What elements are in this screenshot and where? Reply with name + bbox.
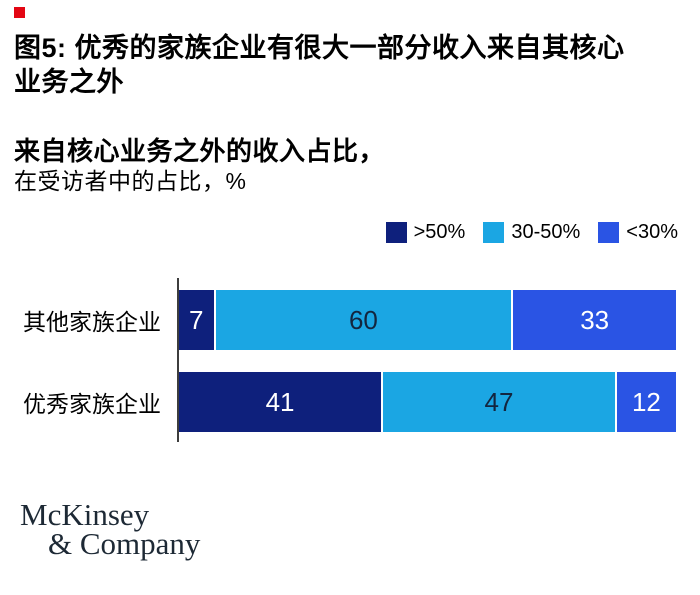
stacked-bar: 41 47 12 (179, 372, 676, 432)
bar-row: 优秀家族企业 41 47 12 (0, 372, 676, 432)
bar-segment: 33 (511, 290, 676, 350)
y-axis-line (177, 278, 179, 442)
legend-swatch (483, 222, 505, 243)
exhibit-title: 图5: 优秀的家族企业有很大一部分收入来自其核心 业务之外 (14, 33, 625, 97)
chart-legend: >50% 30-50% <30% (385, 221, 678, 244)
bar-row: 其他家族企业 7 60 33 (0, 290, 676, 350)
legend-item: 30-50% (483, 221, 580, 244)
chart-header: 来自核心业务之外的收入占比， 在受访者中的占比，% (14, 136, 385, 195)
exhibit-red-square-marker (14, 7, 25, 18)
mckinsey-logo: McKinsey & Company (20, 497, 201, 561)
bar-segment: 41 (179, 372, 382, 432)
bar-category-label: 优秀家族企业 (23, 391, 161, 417)
legend-item: >50% (385, 221, 466, 244)
bar-segment: 47 (381, 372, 615, 432)
logo-line-2: & Company (48, 526, 201, 561)
stacked-bar: 7 60 33 (179, 290, 676, 350)
legend-swatch (385, 222, 407, 243)
bar-category-label: 其他家族企业 (23, 309, 161, 335)
legend-label: 30-50% (511, 221, 581, 243)
legend-label: >50% (413, 221, 466, 243)
bar-segment: 12 (614, 372, 676, 432)
legend-label: <30% (626, 221, 678, 243)
chart-unit-label: 在受访者中的占比，% (14, 168, 247, 194)
bar-segment: 60 (213, 290, 512, 350)
logo-line-1: McKinsey (20, 497, 150, 532)
bar-segment: 7 (179, 290, 214, 350)
chart-title: 来自核心业务之外的收入占比， (14, 136, 386, 166)
legend-swatch (598, 222, 620, 243)
stacked-bar-chart: 其他家族企业 7 60 33 优秀家族企业 41 47 12 (0, 278, 700, 444)
legend-item: <30% (598, 221, 678, 244)
